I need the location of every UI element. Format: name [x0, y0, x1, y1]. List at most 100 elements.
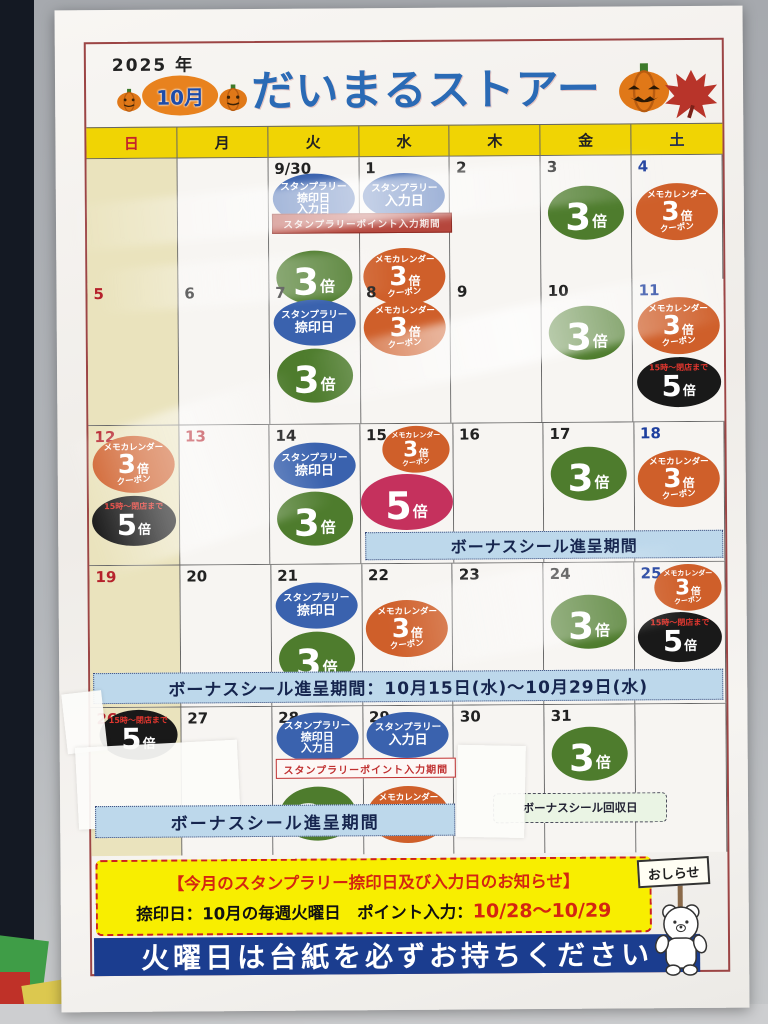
badge-label: 倍	[682, 383, 696, 399]
badge-label: スタンプラリー	[281, 309, 348, 321]
stamp-rally-input-period-strip: スタンプラリーポイント入力期間	[275, 757, 456, 779]
stamp-rally-stamp-day-badge: スタンプラリー 捺印日	[275, 582, 358, 629]
stamp-rally-input-period-strip: スタンプラリーポイント入力期間	[271, 212, 453, 234]
sign-board: おしらせ	[636, 856, 711, 889]
month-badge: 10月	[141, 75, 219, 116]
weekday-thursday: 木	[449, 125, 541, 156]
pumpkin-icon	[219, 84, 247, 112]
date-label: 23	[458, 565, 480, 584]
badge-label: 入力日	[300, 741, 334, 755]
bear-mascot	[654, 884, 708, 976]
badge-label: 倍	[410, 625, 423, 640]
badge-label: 3	[567, 604, 595, 648]
badge-label: クーポン	[661, 488, 697, 502]
badge-label: 倍	[592, 332, 608, 351]
badge-label: 倍	[681, 322, 694, 338]
poster-header: 2025 年 10月 だいまるストアー	[86, 40, 723, 127]
date-label: 19	[95, 567, 117, 587]
badge-label: 入力日	[388, 733, 428, 749]
date-label: 30	[459, 707, 481, 726]
badge-label: 3	[117, 449, 137, 480]
badge-label: 倍	[320, 375, 336, 394]
badge-label: 倍	[594, 473, 610, 492]
stamp-rally-stamp-day-badge: スタンプラリー 捺印日	[273, 299, 356, 346]
badge-label: 3	[567, 456, 594, 500]
date-label: 13	[184, 427, 206, 446]
badge-label: 倍	[684, 638, 698, 654]
badge-label: 3	[293, 358, 320, 402]
weekday-wednesday: 水	[358, 125, 450, 157]
bonus-seal-period-banner: ボーナスシール進呈期間	[365, 529, 724, 561]
badge-label: 捺印日	[294, 320, 334, 336]
weekday-sunday: 日	[86, 127, 178, 159]
weekday-monday: 月	[177, 126, 269, 158]
weekday-tuesday: 火	[268, 126, 360, 157]
store-calendar-poster: 2025 年 10月 だいまるストアー	[54, 5, 750, 1013]
date-label: 27	[187, 709, 209, 728]
notice-title: 【今月のスタンプラリー捺印日及び入力日のお知らせ】	[167, 871, 580, 894]
badge-label: 5	[662, 623, 684, 658]
badge-label: 倍	[594, 621, 610, 640]
weekday-saturday: 土	[669, 130, 685, 149]
notice-detail: 捺印日：10月の毎週火曜日 ポイント入力：10/28～10/29	[136, 899, 612, 924]
badge-label: スタンプラリー	[374, 721, 442, 733]
badge-label: クーポン	[660, 335, 696, 349]
badge-label: 3	[293, 501, 320, 545]
badge-label: 3	[565, 315, 593, 359]
tuesday-reminder-banner: 火曜日は台紙を必ずお持ちください	[93, 933, 701, 977]
badge-label: クーポン	[116, 474, 151, 488]
badge-label: 倍	[412, 502, 428, 521]
badge-label: 捺印日	[294, 463, 335, 479]
day-cell: 13	[178, 424, 271, 565]
date-label: 9	[456, 282, 468, 301]
stamp-rally-notice-box: 【今月のスタンプラリー捺印日及び入力日のお知らせ】 捺印日：10月の毎週火曜日 …	[95, 856, 652, 937]
badge-label: 倍	[680, 208, 693, 224]
badge-label: クーポン	[659, 221, 695, 235]
day-cell: 6	[178, 281, 271, 425]
stamp-rally-stamp-day-badge: スタンプラリー 捺印日	[273, 442, 356, 489]
badge-label: 倍	[408, 324, 421, 339]
date-label: 6	[184, 284, 195, 303]
badge-label: 捺印日	[296, 603, 336, 619]
pumpkin-icon	[619, 63, 670, 113]
stamp-rally-input-day-badge: スタンプラリー 入力日	[366, 711, 450, 759]
white-tape	[61, 690, 108, 755]
badge-label: 3	[389, 312, 408, 344]
badge-label: 3	[661, 197, 680, 228]
notice-dates: 10/28～10/29	[472, 899, 612, 923]
badge-label: 3	[568, 736, 595, 780]
badge-label: クーポン	[387, 337, 423, 351]
badge-label: スタンプラリー	[281, 452, 348, 464]
badge-label: 5	[385, 483, 412, 529]
year-label: 2025 年	[111, 55, 195, 77]
calendar-frame: 2025 年 10月 だいまるストアー	[61, 37, 731, 977]
badge-label: 5	[661, 368, 682, 403]
bonus-seal-period-banner: ボーナスシール進呈期間	[95, 803, 456, 839]
photo-background-shelf-strip	[0, 0, 34, 962]
store-name-title: だいまるストアー	[251, 64, 601, 118]
day-cell	[635, 703, 728, 853]
badge-label: 倍	[137, 522, 152, 538]
badge-label: スタンプラリー	[283, 720, 351, 732]
badge-label: 倍	[682, 475, 695, 491]
badge-label: 5	[116, 507, 138, 542]
maple-leaf-icon	[665, 69, 718, 119]
